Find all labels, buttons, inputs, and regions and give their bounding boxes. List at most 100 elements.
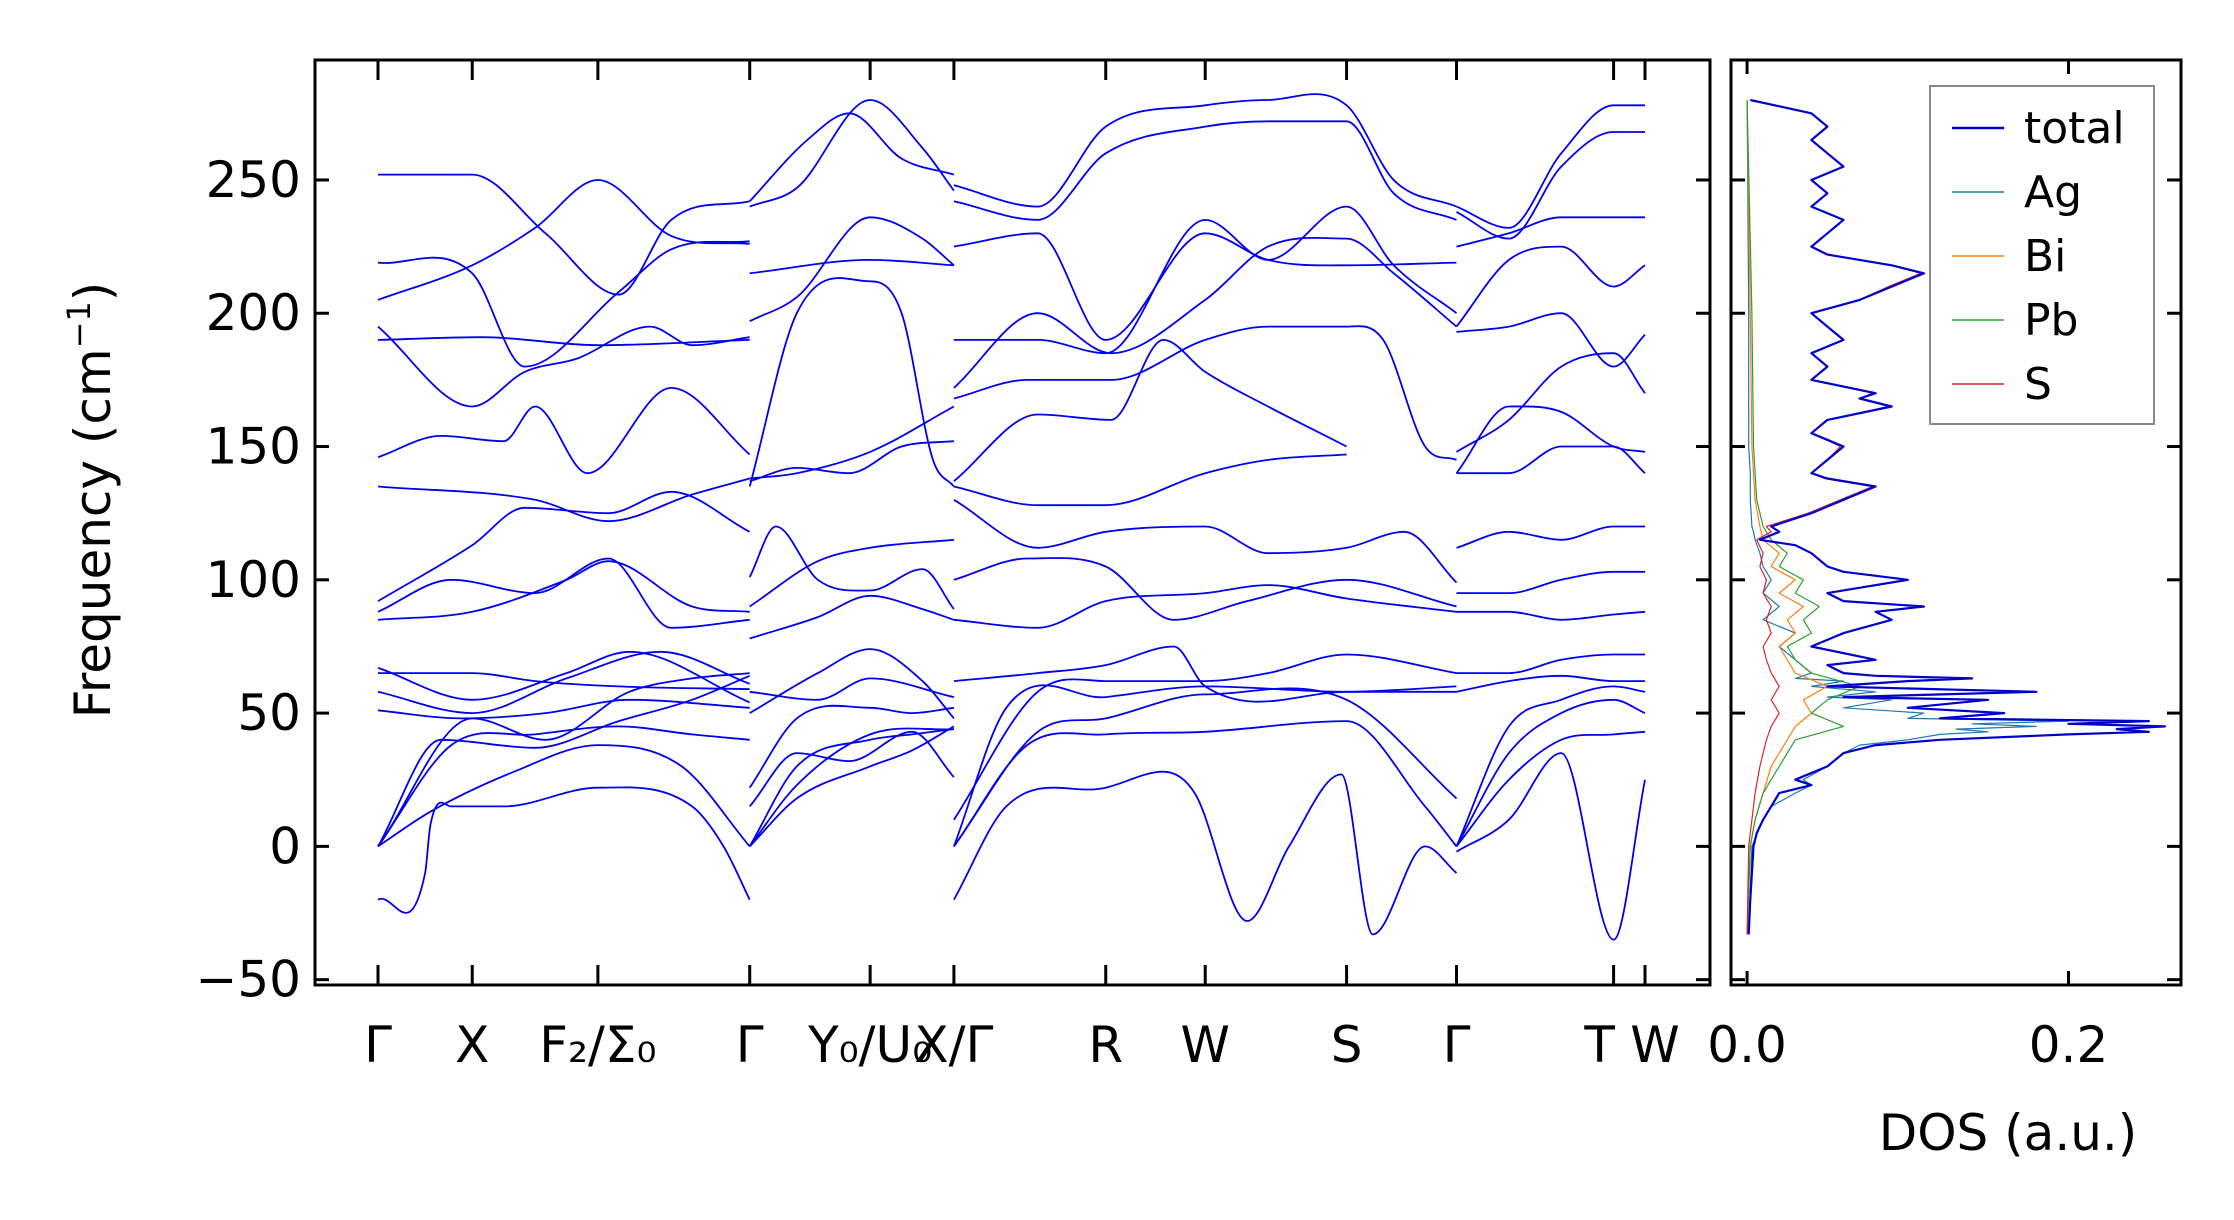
phonon-band <box>377 179 750 301</box>
phonon-band <box>377 650 751 715</box>
dos-x-tick-label: 0.0 <box>1707 1016 1787 1074</box>
k-point-label: Γ <box>736 1016 764 1074</box>
phonon-band <box>1456 131 1645 240</box>
phonon-band <box>953 453 1347 507</box>
dos-legend: total Ag Bi Pb S <box>1929 85 2155 425</box>
dos-series-line <box>1746 99 1922 935</box>
y-axis-label-sup: −1 <box>60 301 98 348</box>
phonon-band <box>377 650 751 704</box>
phonon-band <box>1456 445 1646 475</box>
y-tick-label: 200 <box>206 284 301 342</box>
y-tick-label: 0 <box>269 817 301 875</box>
phonon-band <box>953 687 1458 847</box>
legend-label: Bi <box>2024 231 2066 282</box>
phonon-band <box>749 258 954 275</box>
phonon-band <box>377 672 750 847</box>
dos-lines <box>1746 98 2166 935</box>
phonon-band <box>953 325 1457 461</box>
k-point-label: Γ <box>1443 1016 1471 1074</box>
phonon-band <box>953 232 1457 341</box>
dos-panel: 0.0 0.2 DOS (a.u.) total Ag Bi Pb S <box>1707 58 2183 1162</box>
phonon-band <box>748 704 955 789</box>
y-tick-label: −50 <box>195 951 301 1009</box>
k-point-label: W <box>1180 1016 1229 1074</box>
phonon-band <box>749 725 955 848</box>
phonon-band <box>1456 525 1645 549</box>
phonon-band <box>1455 730 1646 847</box>
phonon-band <box>749 648 955 719</box>
phonon-band <box>749 594 955 640</box>
phonon-band <box>377 325 750 408</box>
y-tick-labels: −50 0 50 100 150 200 250 <box>195 151 301 1009</box>
phonon-band <box>1456 352 1646 453</box>
k-point-label: R <box>1088 1016 1123 1074</box>
phonon-band <box>377 490 751 602</box>
phonon-band <box>749 112 955 202</box>
phonon-band <box>1455 698 1646 847</box>
k-point-label: X <box>455 1016 489 1074</box>
dos-ticks <box>1731 60 2181 985</box>
phonon-band <box>953 499 1458 584</box>
phonon-band <box>1456 674 1645 693</box>
phonon-band <box>1456 312 1646 368</box>
phonon-band <box>748 727 954 847</box>
phonon-band <box>749 677 955 701</box>
legend-label: total <box>2024 103 2125 154</box>
y-tick-label: 50 <box>237 684 301 742</box>
phonon-band <box>377 557 750 629</box>
phonon-band <box>953 770 1458 936</box>
dos-x-tick-label: 0.2 <box>2029 1016 2109 1074</box>
phonon-band <box>377 744 751 848</box>
dos-series-line <box>1746 99 1828 935</box>
phonon-band <box>749 538 954 608</box>
k-point-label: Γ <box>364 1016 392 1074</box>
legend-items: total Ag Bi Pb S <box>1952 103 2125 410</box>
phonon-band <box>377 674 751 847</box>
phonon-band <box>748 277 955 488</box>
phonon-band <box>377 336 750 347</box>
y-axis-label-main: Frequency (cm <box>64 348 122 718</box>
phonon-band <box>748 525 955 610</box>
legend-label: S <box>2024 359 2052 410</box>
phonon-band <box>953 205 1458 355</box>
phonon-band <box>953 645 1457 703</box>
phonon-band <box>1456 653 1645 675</box>
phonon-band <box>953 720 1458 847</box>
y-tick-label: 250 <box>206 151 301 209</box>
phonon-band <box>1456 216 1645 248</box>
phonon-band <box>749 440 954 483</box>
phonon-band <box>377 698 750 720</box>
dos-x-tick-labels: 0.0 0.2 <box>1707 1016 2108 1074</box>
phonon-band <box>377 786 751 914</box>
dos-series-line <box>1747 98 2166 935</box>
phonon-band <box>953 684 1457 847</box>
phonon-band <box>1456 752 1646 941</box>
phonon-band <box>953 93 1457 208</box>
k-point-label: S <box>1331 1016 1363 1074</box>
phonon-band <box>1456 610 1646 621</box>
phonon-band <box>1455 245 1646 328</box>
phonon-band <box>1456 570 1645 595</box>
phonon-band <box>953 557 1457 621</box>
dos-x-axis-label: DOS (a.u.) <box>1879 1104 2138 1162</box>
legend-frame <box>1929 85 2155 425</box>
phonon-band <box>1455 685 1646 847</box>
k-point-label: F₂/Σ₀ <box>539 1016 656 1074</box>
phonon-band <box>377 725 750 847</box>
phonon-band <box>377 560 750 621</box>
y-tick-label: 150 <box>206 418 301 476</box>
phonon-band <box>953 584 1457 629</box>
phonon-band <box>378 672 750 690</box>
phonon-band <box>748 728 955 847</box>
dos-series-line <box>1746 99 1861 935</box>
band-plot-frame <box>313 58 1712 987</box>
phonon-band <box>749 405 955 480</box>
phonon-band <box>953 236 1458 389</box>
kpoint-labels: Γ X F₂/Σ₀ Γ Y₀/U₀X/Γ R W S Γ T W <box>364 1016 1680 1074</box>
phonon-band <box>749 99 955 208</box>
legend-label: Pb <box>2024 295 2078 346</box>
phonon-band <box>378 173 750 296</box>
phonon-band <box>377 386 751 475</box>
